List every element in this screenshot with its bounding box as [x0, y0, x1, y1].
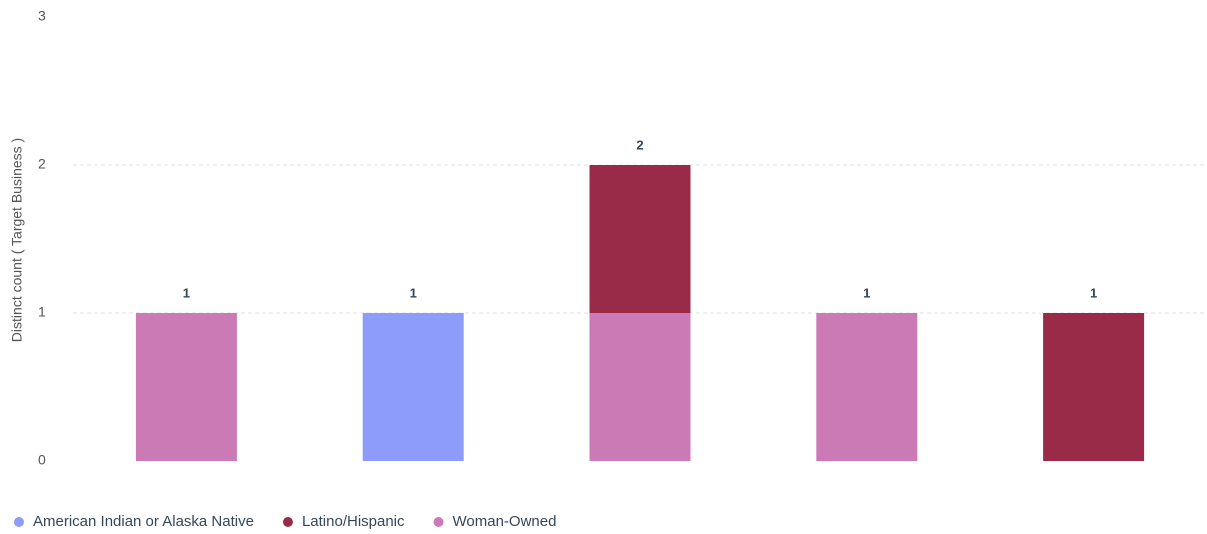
bar-segment — [589, 313, 691, 461]
total-label: 2 — [636, 137, 643, 152]
legend-label: American Indian or Alaska Native — [33, 513, 254, 530]
legend-marker — [433, 517, 444, 527]
legend-marker — [282, 517, 293, 527]
y-tick-label: 2 — [38, 156, 46, 172]
legend-label: Woman-Owned — [453, 513, 557, 530]
y-axis-label: Distinct count ( Target Business ) — [9, 138, 25, 342]
y-tick-label: 0 — [38, 452, 46, 468]
total-label: 1 — [183, 285, 190, 300]
legend-label: Latino/Hispanic — [302, 513, 405, 530]
total-label: 1 — [1090, 285, 1097, 300]
total-label: 1 — [863, 285, 870, 300]
bar-segment — [589, 165, 691, 313]
bar-segment — [135, 313, 237, 461]
bar-segment — [816, 313, 918, 461]
bar-segment — [1043, 313, 1145, 461]
y-tick-label: 3 — [38, 8, 46, 24]
legend-marker — [14, 517, 24, 527]
total-label: 1 — [410, 285, 417, 300]
y-tick-label: 1 — [38, 304, 46, 320]
bar-segment — [362, 313, 464, 461]
